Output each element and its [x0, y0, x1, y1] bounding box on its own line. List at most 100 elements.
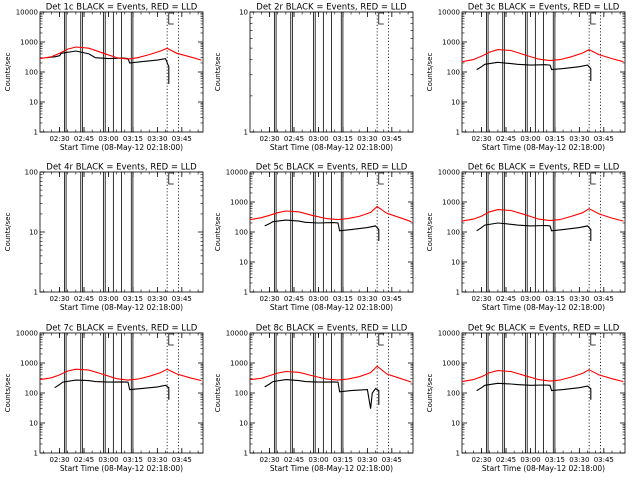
y-tick-label: 1000 — [230, 360, 248, 368]
events-series-line — [476, 222, 592, 241]
y-tick-label: 10 — [239, 9, 248, 17]
events-series-line — [264, 219, 380, 241]
y-tick-label: 1000 — [442, 199, 460, 207]
chart-title: Det 5c BLACK = Events, RED = LLD — [256, 163, 408, 173]
x-axis-label: Start Time (08-May-12 02:18:00) — [270, 464, 393, 473]
lld-series-line — [39, 46, 202, 61]
chart-panel-8: Det 8c BLACK = Events, RED = LLD 1 10 100 10… — [214, 324, 414, 473]
chart-panel-6: Det 6c BLACK = Events, RED = LLD 1 10 100 10… — [426, 163, 626, 312]
y-tick-label: 10000 — [438, 330, 460, 338]
y-tick-label: 10000 — [438, 169, 460, 177]
y-tick-label: 100 — [25, 169, 38, 177]
events-series-line — [46, 50, 170, 84]
bracket-marker — [590, 333, 596, 346]
x-tick-label: 03:15 — [333, 456, 353, 464]
x-axis-label: Start Time (08-May-12 02:18:00) — [270, 303, 393, 312]
x-axis-label: Start Time (08-May-12 02:18:00) — [60, 464, 183, 473]
y-tick-label: 10 — [239, 420, 248, 428]
y-axis-label: Counts/sec — [4, 374, 12, 413]
y-tick-label: 10000 — [16, 330, 38, 338]
x-tick-label: 03:00 — [308, 456, 328, 464]
x-tick-label: 02:45 — [496, 135, 516, 143]
x-tick-label: 03:15 — [333, 295, 353, 303]
chart-title: Det 6c BLACK = Events, RED = LLD — [468, 163, 620, 173]
x-tick-label: 03:00 — [520, 456, 540, 464]
y-tick-label: 10 — [29, 99, 38, 107]
bracket-marker — [378, 333, 384, 346]
x-tick-label: 02:30 — [49, 456, 69, 464]
lld-series-line — [461, 208, 624, 222]
x-tick-label: 03:15 — [545, 135, 565, 143]
x-tick-label: 02:45 — [74, 135, 94, 143]
x-axis-label: Start Time (08-May-12 02:18:00) — [270, 143, 393, 152]
x-tick-label: 02:30 — [471, 135, 491, 143]
x-tick-label: 03:00 — [308, 135, 328, 143]
bracket-marker — [168, 333, 174, 346]
x-tick-label: 03:15 — [333, 135, 353, 143]
x-tick-label: 03:45 — [172, 135, 192, 143]
bracket-marker — [378, 12, 384, 25]
bracket-marker — [590, 172, 596, 185]
chart-panel-3: Det 3c BLACK = Events, RED = LLD 1 10 100 10… — [426, 3, 626, 152]
bracket-marker — [590, 12, 596, 25]
x-tick-label: 03:45 — [382, 295, 402, 303]
x-axis-label: Start Time (08-May-12 02:18:00) — [482, 464, 605, 473]
y-tick-label: 10 — [451, 420, 460, 428]
x-tick-label: 02:45 — [496, 295, 516, 303]
y-tick-label: 1 — [456, 129, 460, 137]
chart-title: Det 4r BLACK = Events, RED = LLD — [46, 163, 197, 173]
y-tick-label: 1000 — [442, 360, 460, 368]
lld-series-line — [461, 369, 624, 383]
y-axis-label: Counts/sec — [4, 53, 12, 92]
x-tick-label: 03:00 — [98, 295, 118, 303]
chart-panel-7: Det 7c BLACK = Events, RED = LLD 1 10 100 10… — [4, 324, 204, 473]
x-axis-label: Start Time (08-May-12 02:18:00) — [482, 143, 605, 152]
events-series-line — [476, 61, 592, 81]
x-tick-label: 02:30 — [259, 456, 279, 464]
x-tick-label: 03:45 — [594, 456, 614, 464]
x-axis-label: Start Time (08-May-12 02:18:00) — [60, 143, 183, 152]
x-tick-label: 03:30 — [357, 456, 377, 464]
x-tick-label: 03:00 — [520, 135, 540, 143]
y-tick-label: 10 — [451, 99, 460, 107]
x-tick-label: 03:45 — [172, 456, 192, 464]
x-tick-label: 02:45 — [74, 295, 94, 303]
x-axis-label: Start Time (08-May-12 02:18:00) — [60, 303, 183, 312]
x-tick-label: 03:30 — [147, 456, 167, 464]
y-tick-label: 100 — [25, 69, 38, 77]
y-axis-label: Counts/sec — [214, 53, 222, 92]
y-tick-label: 1 — [456, 450, 460, 458]
events-series-line — [476, 382, 592, 400]
chart-panel-5: Det 5c BLACK = Events, RED = LLD 1 10 100 10… — [214, 163, 414, 312]
x-tick-label: 02:30 — [259, 135, 279, 143]
x-tick-label: 02:45 — [496, 456, 516, 464]
x-tick-label: 03:45 — [382, 135, 402, 143]
y-axis-label: Counts/sec — [426, 213, 434, 252]
x-tick-label: 03:30 — [357, 295, 377, 303]
lld-series-line — [249, 365, 412, 383]
x-tick-label: 02:30 — [471, 456, 491, 464]
y-tick-label: 100 — [235, 229, 248, 237]
x-tick-label: 03:45 — [382, 456, 402, 464]
x-tick-label: 03:00 — [520, 295, 540, 303]
x-tick-label: 03:30 — [569, 135, 589, 143]
x-axis-label: Start Time (08-May-12 02:18:00) — [482, 303, 605, 312]
x-tick-label: 03:30 — [569, 456, 589, 464]
x-tick-label: 02:30 — [471, 295, 491, 303]
chart-panel-4: Det 4r BLACK = Events, RED = LLD 1 10 100 Co… — [4, 163, 204, 312]
chart-panel-1: Det 1c BLACK = Events, RED = LLD 1 10 100 10… — [4, 3, 204, 152]
x-tick-label: 03:30 — [357, 135, 377, 143]
x-tick-label: 02:45 — [74, 456, 94, 464]
y-tick-label: 1 — [34, 129, 38, 137]
y-tick-label: 1000 — [20, 39, 38, 47]
y-tick-label: 10000 — [438, 9, 460, 17]
y-tick-label: 100 — [25, 390, 38, 398]
lld-series-line — [39, 368, 202, 382]
y-axis-label: Counts/sec — [426, 53, 434, 92]
events-series-line — [264, 379, 380, 409]
x-tick-label: 03:45 — [594, 135, 614, 143]
y-tick-label: 10000 — [16, 9, 38, 17]
y-tick-label: 10 — [451, 259, 460, 267]
x-tick-label: 03:00 — [98, 456, 118, 464]
